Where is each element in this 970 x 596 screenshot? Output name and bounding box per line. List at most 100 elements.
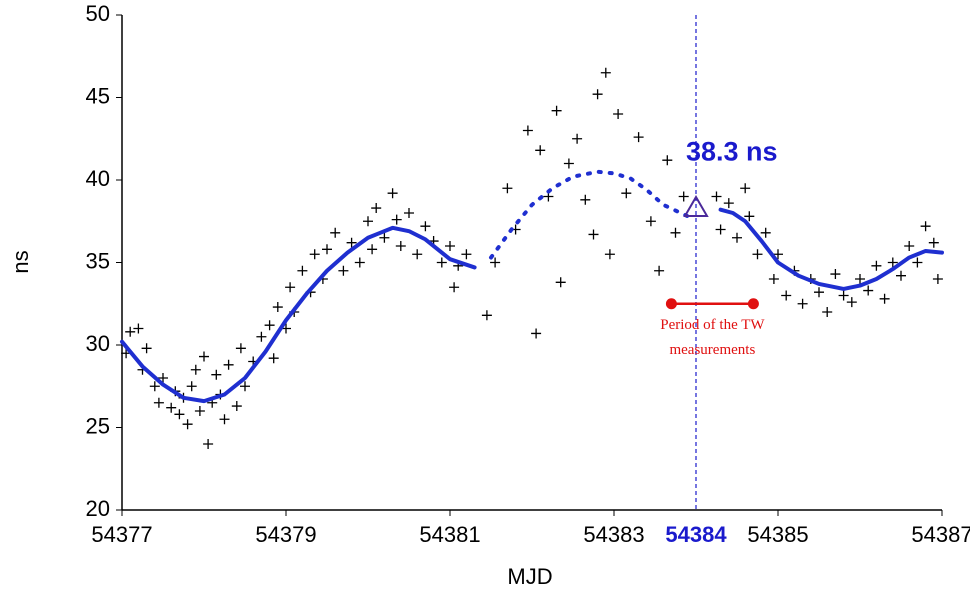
data-point (932, 274, 943, 284)
data-point (773, 249, 783, 260)
y-tick-label: 30 (86, 331, 110, 356)
data-point (186, 381, 197, 392)
data-point (740, 183, 751, 194)
data-point (371, 203, 382, 214)
data-point (338, 265, 349, 276)
data-point (879, 293, 890, 304)
data-point (600, 67, 611, 78)
data-point (190, 364, 201, 375)
data-point (203, 439, 214, 449)
highlight-x-label: 54384 (665, 522, 727, 547)
data-point (830, 269, 841, 280)
data-point (420, 221, 431, 232)
data-point (604, 249, 615, 260)
marker-label: 38.3 ns (686, 137, 778, 167)
data-point (272, 302, 283, 313)
data-point (855, 274, 865, 284)
y-tick-label: 50 (86, 1, 110, 26)
data-point (404, 208, 414, 218)
data-point (904, 241, 915, 251)
period-end (665, 298, 677, 310)
data-point (723, 198, 734, 209)
data-point (838, 290, 849, 301)
data-point (481, 310, 492, 321)
data-point (174, 409, 185, 420)
y-tick-label: 45 (86, 83, 110, 108)
period-label: measurements (669, 342, 755, 358)
data-point (645, 216, 656, 227)
x-tick-label: 54385 (747, 522, 808, 547)
data-point (531, 328, 542, 339)
data-point (580, 194, 591, 205)
data-point (158, 373, 168, 383)
data-point (297, 265, 308, 276)
x-tick-label: 54377 (91, 522, 152, 547)
data-point (264, 320, 275, 331)
data-point (621, 188, 632, 199)
data-point (223, 359, 234, 370)
data-point (153, 397, 164, 408)
data-point (182, 419, 193, 430)
data-point (522, 125, 533, 136)
data-point (363, 216, 373, 227)
y-axis-label: ns (8, 250, 33, 273)
data-point (732, 232, 742, 243)
data-point (654, 265, 665, 276)
data-point (912, 257, 923, 268)
data-point (896, 270, 906, 281)
data-point (613, 109, 624, 119)
data-point (490, 257, 501, 268)
data-point (219, 414, 230, 425)
marker-triangle (683, 195, 709, 218)
data-point (887, 257, 898, 268)
data-point (572, 133, 583, 144)
data-point (502, 183, 513, 194)
data-point (149, 381, 160, 392)
y-tick-label: 35 (86, 248, 110, 273)
data-point (871, 260, 882, 271)
data-point (285, 282, 296, 293)
data-point (211, 369, 222, 380)
data-point (412, 249, 423, 260)
data-point (240, 381, 250, 392)
data-point (670, 227, 681, 238)
fit-curve (718, 207, 944, 291)
x-axis-label: MJD (507, 564, 552, 589)
data-point (760, 227, 771, 238)
data-point (846, 297, 857, 308)
data-point (797, 298, 808, 309)
data-point (551, 105, 562, 116)
data-point (711, 191, 722, 202)
data-point (387, 188, 398, 199)
data-point (678, 191, 689, 202)
data-point (920, 221, 931, 232)
data-point (744, 211, 755, 222)
x-tick-label: 54387 (911, 522, 970, 547)
y-tick-label: 25 (86, 413, 110, 438)
data-point (822, 307, 833, 317)
data-point (445, 241, 455, 251)
data-point (563, 158, 574, 169)
data-point (391, 214, 402, 225)
data-point (814, 287, 824, 298)
data-point (436, 257, 447, 268)
data-point (268, 353, 279, 364)
data-point (166, 402, 177, 413)
data-point (367, 244, 378, 255)
data-point (354, 257, 365, 268)
data-point (395, 241, 406, 251)
data-point (330, 227, 341, 238)
fit-curve (489, 169, 690, 260)
data-point (781, 290, 792, 301)
data-point (592, 89, 603, 100)
x-tick-label: 54379 (255, 522, 316, 547)
data-point (752, 249, 763, 260)
data-point (461, 249, 472, 260)
period-end (747, 298, 759, 310)
data-point (863, 285, 874, 296)
data-point (309, 249, 320, 260)
y-tick-label: 40 (86, 166, 110, 191)
data-point (235, 343, 246, 354)
data-point (141, 343, 152, 354)
